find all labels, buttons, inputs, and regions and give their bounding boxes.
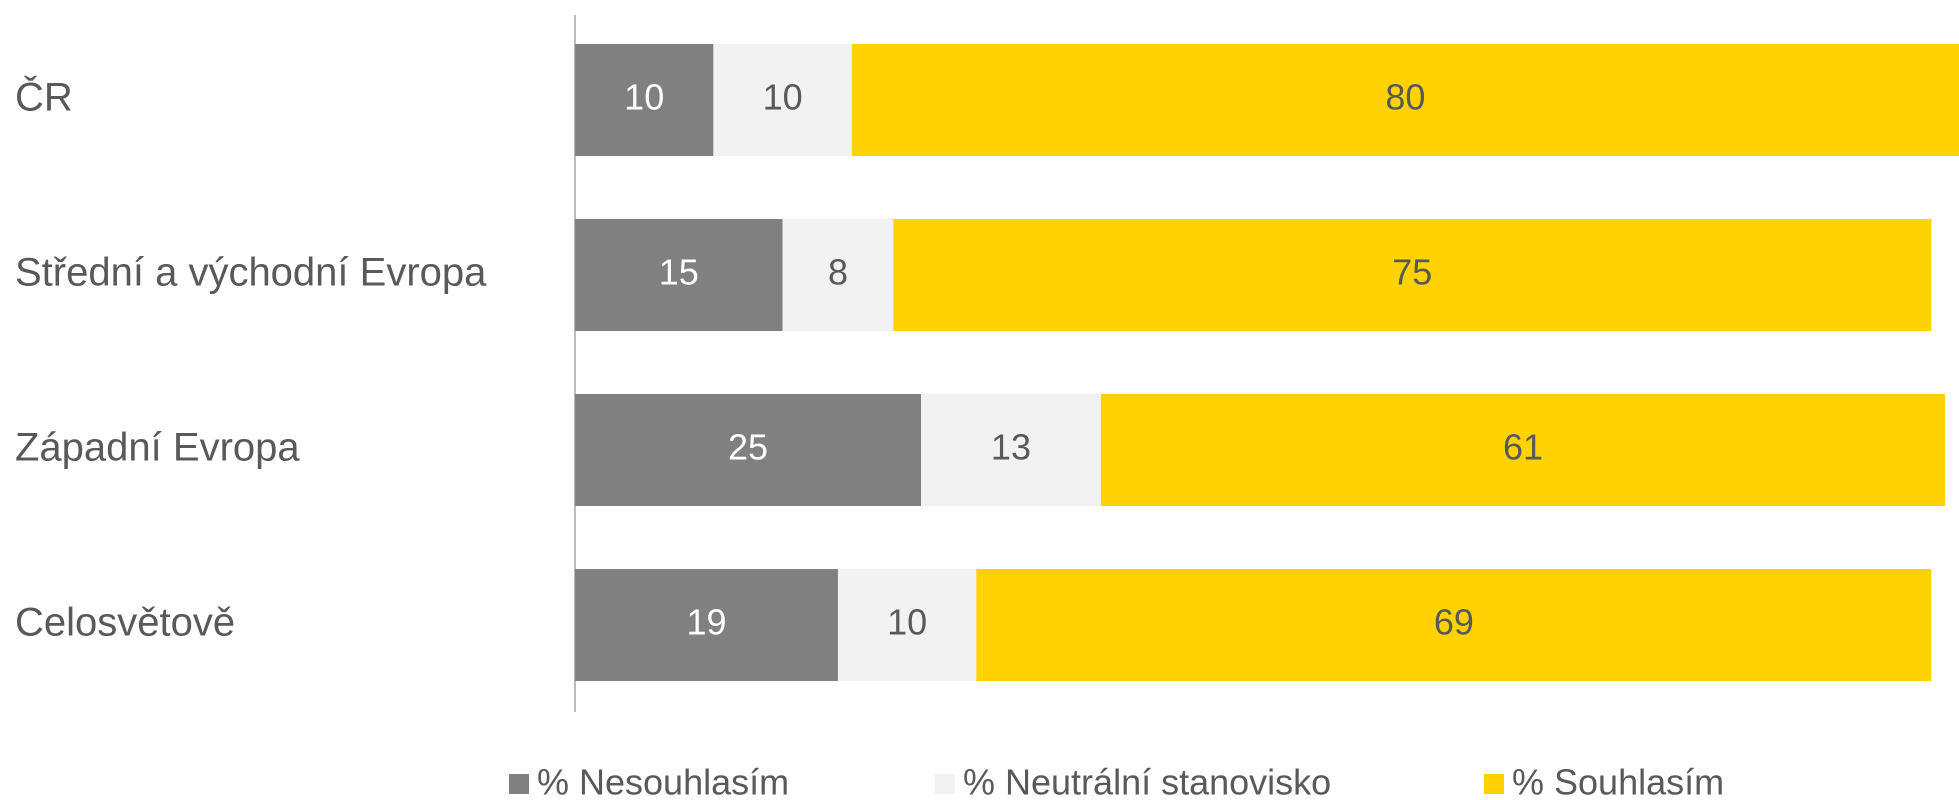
bar-segment bbox=[713, 44, 852, 156]
legend-label: % Neutrální stanovisko bbox=[963, 762, 1331, 800]
bar-segment bbox=[851, 44, 1959, 156]
data-label: 8 bbox=[828, 252, 848, 293]
bar-segment bbox=[837, 569, 977, 681]
bar-segment bbox=[976, 569, 1932, 681]
data-label: 10 bbox=[763, 77, 803, 118]
data-label: 13 bbox=[991, 427, 1031, 468]
data-label: 10 bbox=[624, 77, 664, 118]
bar-segment bbox=[575, 394, 921, 506]
data-label: 61 bbox=[1503, 427, 1543, 468]
data-label: 15 bbox=[659, 252, 699, 293]
bar-segment bbox=[893, 219, 1932, 331]
bar-segment bbox=[575, 219, 783, 331]
category-label: ČR bbox=[15, 75, 73, 120]
data-label: 25 bbox=[728, 427, 768, 468]
bar-segment bbox=[1100, 394, 1946, 506]
category-label: Západní Evropa bbox=[15, 426, 300, 470]
bar-segment bbox=[782, 219, 894, 331]
data-label: 75 bbox=[1392, 252, 1432, 293]
data-label: 10 bbox=[887, 602, 927, 643]
category-label: Celosvětově bbox=[15, 601, 235, 645]
bar-segment bbox=[575, 44, 714, 156]
legend-label: % Nesouhlasím bbox=[537, 762, 789, 800]
data-label: 69 bbox=[1434, 602, 1474, 643]
legend-swatch bbox=[935, 774, 955, 794]
legend-swatch bbox=[509, 774, 529, 794]
bar-segment bbox=[575, 569, 838, 681]
legend-label: % Souhlasím bbox=[1512, 762, 1724, 800]
legend-swatch bbox=[1484, 774, 1504, 794]
data-label: 80 bbox=[1385, 77, 1425, 118]
data-label: 19 bbox=[686, 602, 726, 643]
bar-segment bbox=[921, 394, 1101, 506]
category-label: Střední a východní Evropa bbox=[15, 251, 487, 295]
